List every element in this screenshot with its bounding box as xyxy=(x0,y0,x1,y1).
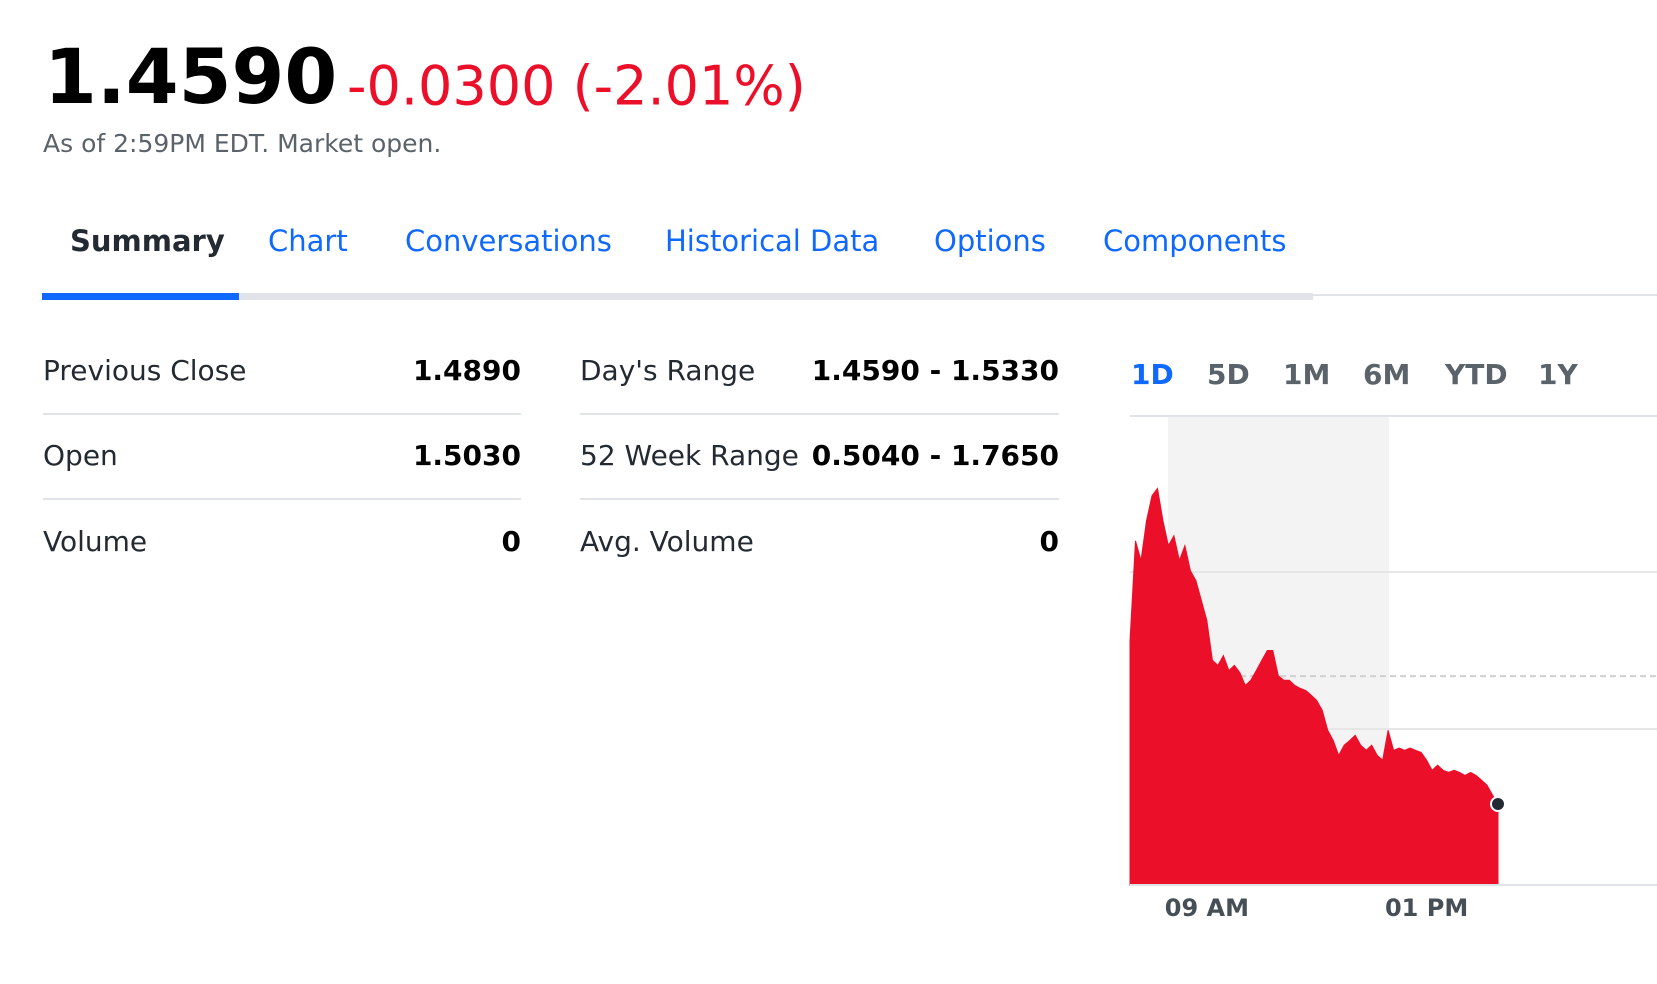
price: 1.4590 xyxy=(44,32,337,121)
tab[interactable]: Conversations xyxy=(405,224,612,258)
tab-track xyxy=(42,293,1313,300)
stat-label: Open xyxy=(43,439,118,472)
market-status: As of 2:59PM EDT. Market open. xyxy=(43,129,441,158)
range-button[interactable]: 1D xyxy=(1131,358,1174,391)
tab-indicator xyxy=(42,293,239,300)
stat-value: 0 xyxy=(1040,525,1059,558)
x-tick-label: 09 AM xyxy=(1165,894,1249,922)
last-price-dot xyxy=(1490,795,1506,812)
stat-value: 1.4890 xyxy=(413,354,521,387)
price-change: -0.0300 (-2.01%) xyxy=(347,55,806,118)
stat-label: Avg. Volume xyxy=(580,525,754,558)
stat-label: Volume xyxy=(43,525,147,558)
tab[interactable]: Options xyxy=(934,224,1046,258)
stat-value: 1.4590 - 1.5330 xyxy=(812,354,1059,387)
price-area xyxy=(1129,487,1499,886)
stat-value: 0.5040 - 1.7650 xyxy=(812,439,1059,472)
range-button[interactable]: YTD xyxy=(1444,358,1508,391)
stat-label: Day's Range xyxy=(580,354,755,387)
range-button[interactable]: 1Y xyxy=(1538,358,1578,391)
stat-value: 0 xyxy=(502,525,521,558)
tab[interactable]: Components xyxy=(1103,224,1286,258)
tab[interactable]: Chart xyxy=(268,224,348,258)
stat-label: Previous Close xyxy=(43,354,247,387)
range-button[interactable]: 5D xyxy=(1207,358,1250,391)
stat-label: 52 Week Range xyxy=(580,439,799,472)
range-button[interactable]: 1M xyxy=(1283,358,1330,391)
x-tick-label: 01 PM xyxy=(1385,894,1468,922)
tab[interactable]: Summary xyxy=(70,224,225,258)
stat-value: 1.5030 xyxy=(413,439,521,472)
range-button[interactable]: 6M xyxy=(1363,358,1410,391)
tab[interactable]: Historical Data xyxy=(665,224,879,258)
